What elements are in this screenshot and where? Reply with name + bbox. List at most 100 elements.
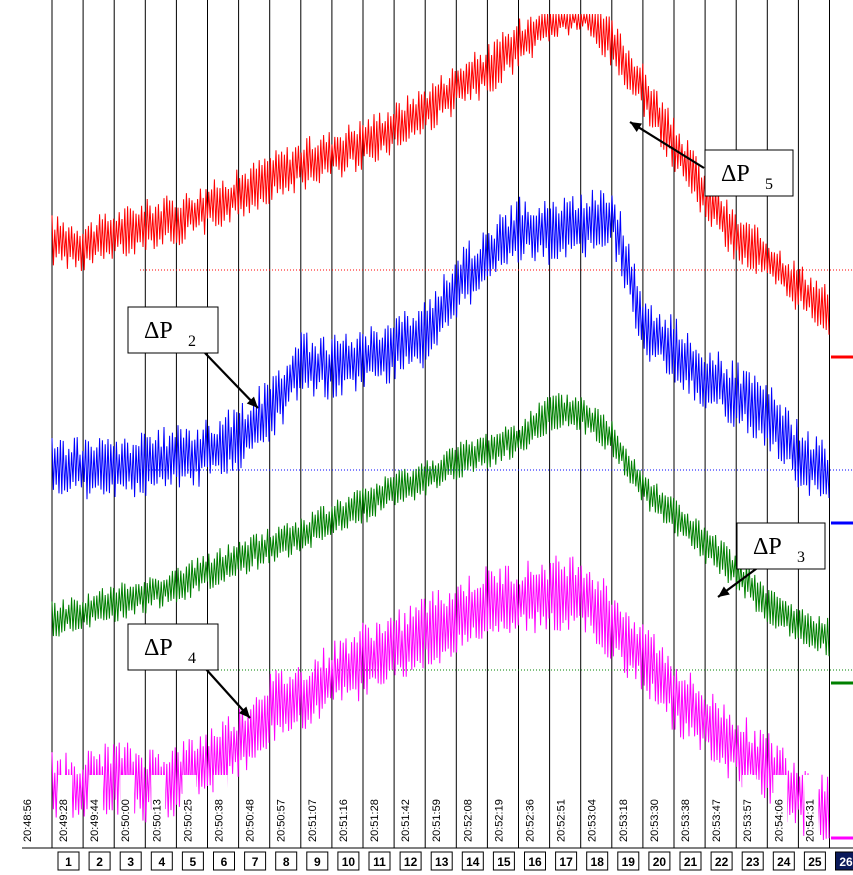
series-callouts: ΔP 5 ΔP 2 ΔP 3 ΔP 4 (127, 121, 826, 719)
callout-label: ΔP (144, 635, 173, 661)
timestamp-label: 20:50:00 (120, 799, 132, 842)
segment-box[interactable] (430, 851, 453, 871)
timestamp-label: 20:53:38 (680, 799, 692, 842)
timestamp-label: 20:54:31 (804, 799, 816, 842)
segment-box[interactable] (119, 851, 142, 871)
timestamp-background (804, 775, 819, 841)
timestamp-background (306, 775, 321, 841)
timestamp-background (58, 775, 72, 841)
segment-label: 23 (746, 855, 760, 869)
segment-index-bar[interactable]: 1 2 3 4 5 6 7 8 9 10 11 12 13 14 15 16 17 18 19 20 21 22 23 24 2… (57, 851, 853, 871)
segment-box[interactable] (399, 851, 422, 871)
callout-arrow-head (718, 586, 730, 597)
segment-label: 17 (559, 855, 573, 869)
segment-box[interactable] (710, 851, 733, 871)
segment-box[interactable] (617, 851, 640, 871)
callout-subscript: 2 (188, 333, 196, 350)
segment-label: 24 (777, 855, 791, 869)
timestamp-label: 20:53:57 (742, 799, 754, 842)
segment-box[interactable] (492, 851, 515, 871)
timestamp-label: 20:50:25 (182, 799, 194, 842)
segment-dividers (22, 0, 853, 849)
timestamp-background (369, 775, 383, 841)
callout-box (127, 623, 219, 671)
timestamp-background (680, 775, 694, 841)
timestamp-label: 20:52:36 (525, 799, 537, 842)
segment-box[interactable] (803, 851, 826, 871)
segment-box[interactable] (524, 851, 546, 871)
segment-box[interactable] (306, 851, 329, 871)
series-trace (51, 13, 830, 335)
segment-label: 9 (314, 855, 321, 869)
segment-box[interactable] (555, 851, 578, 871)
timestamp-background (431, 775, 446, 841)
timestamp-label: 20:51:42 (400, 799, 412, 842)
series-trace (51, 189, 830, 500)
segment-box[interactable] (337, 851, 360, 871)
segment-label: 18 (591, 855, 605, 869)
timestamp-label: 20:51:59 (431, 799, 443, 842)
callout-arrow-line (629, 121, 705, 169)
callout-label: ΔP (753, 534, 782, 560)
callout-box (127, 306, 219, 354)
timestamp-label: 20:54:06 (773, 799, 785, 842)
segment-label: 13 (435, 855, 449, 869)
segment-box[interactable] (648, 851, 671, 871)
timestamp-label: 20:51:28 (369, 799, 381, 842)
timestamp-background (182, 775, 197, 841)
callout-delta-p5: ΔP 5 (629, 121, 794, 197)
segment-box[interactable] (772, 851, 795, 871)
segment-box[interactable] (213, 851, 235, 871)
callout-delta-p3: ΔP 3 (717, 522, 826, 598)
timestamp-background (213, 775, 228, 841)
segment-box[interactable] (181, 851, 204, 871)
callout-arrow-head (238, 706, 250, 718)
series-trace (51, 393, 830, 657)
segment-box[interactable] (461, 851, 484, 871)
timestamp-label: 20:53:30 (649, 799, 661, 842)
timestamp-background (493, 775, 508, 841)
timestamp-background (742, 775, 757, 841)
segment-box[interactable] (586, 851, 609, 871)
timestamp-label: 20:53:47 (711, 799, 723, 842)
timestamp-label: 20:52:08 (462, 799, 474, 842)
timestamp-background (555, 775, 570, 841)
timestamp-label: 20:52:51 (556, 799, 568, 842)
callout-delta-p2: ΔP 2 (127, 306, 259, 409)
segment-label: 20 (653, 855, 667, 869)
segment-box[interactable] (835, 851, 853, 871)
segment-box[interactable] (679, 851, 702, 871)
segment-label: 12 (404, 855, 418, 869)
timestamp-background (648, 775, 663, 841)
callout-subscript: 3 (797, 549, 805, 566)
timestamp-background (617, 775, 632, 841)
segment-label: 2 (96, 855, 103, 869)
timestamp-label: 20:51:16 (338, 799, 350, 842)
segment-label: 19 (622, 855, 636, 869)
timestamp-background (275, 775, 290, 841)
segment-box[interactable] (150, 851, 173, 871)
timestamp-background (586, 775, 601, 841)
segment-box[interactable] (88, 851, 111, 871)
segment-label: 21 (684, 855, 698, 869)
segment-label: 16 (528, 855, 542, 869)
timestamp-background (711, 775, 726, 841)
timestamp-labels: 20:48:56 20:49:28 20:49:44 20:50:00 20:50:13… (22, 775, 819, 842)
segment-label: 6 (221, 855, 228, 869)
segment-label: 14 (466, 855, 480, 869)
timestamp-background (524, 775, 539, 841)
timestamp-label: 20:49:44 (89, 799, 101, 842)
segment-box[interactable] (741, 851, 764, 871)
segment-box[interactable] (244, 851, 267, 871)
timestamp-background (462, 775, 477, 841)
segment-box[interactable] (368, 851, 391, 871)
segment-box[interactable] (57, 851, 80, 871)
timestamp-label: 20:50:48 (245, 799, 257, 842)
callout-arrow-line (204, 667, 251, 719)
segment-label: 4 (158, 855, 165, 869)
series-baselines (140, 269, 853, 671)
series-trace (51, 555, 830, 841)
segment-box[interactable] (275, 851, 298, 871)
callout-arrow-line (204, 352, 259, 409)
timestamp-label: 20:51:07 (307, 799, 319, 842)
